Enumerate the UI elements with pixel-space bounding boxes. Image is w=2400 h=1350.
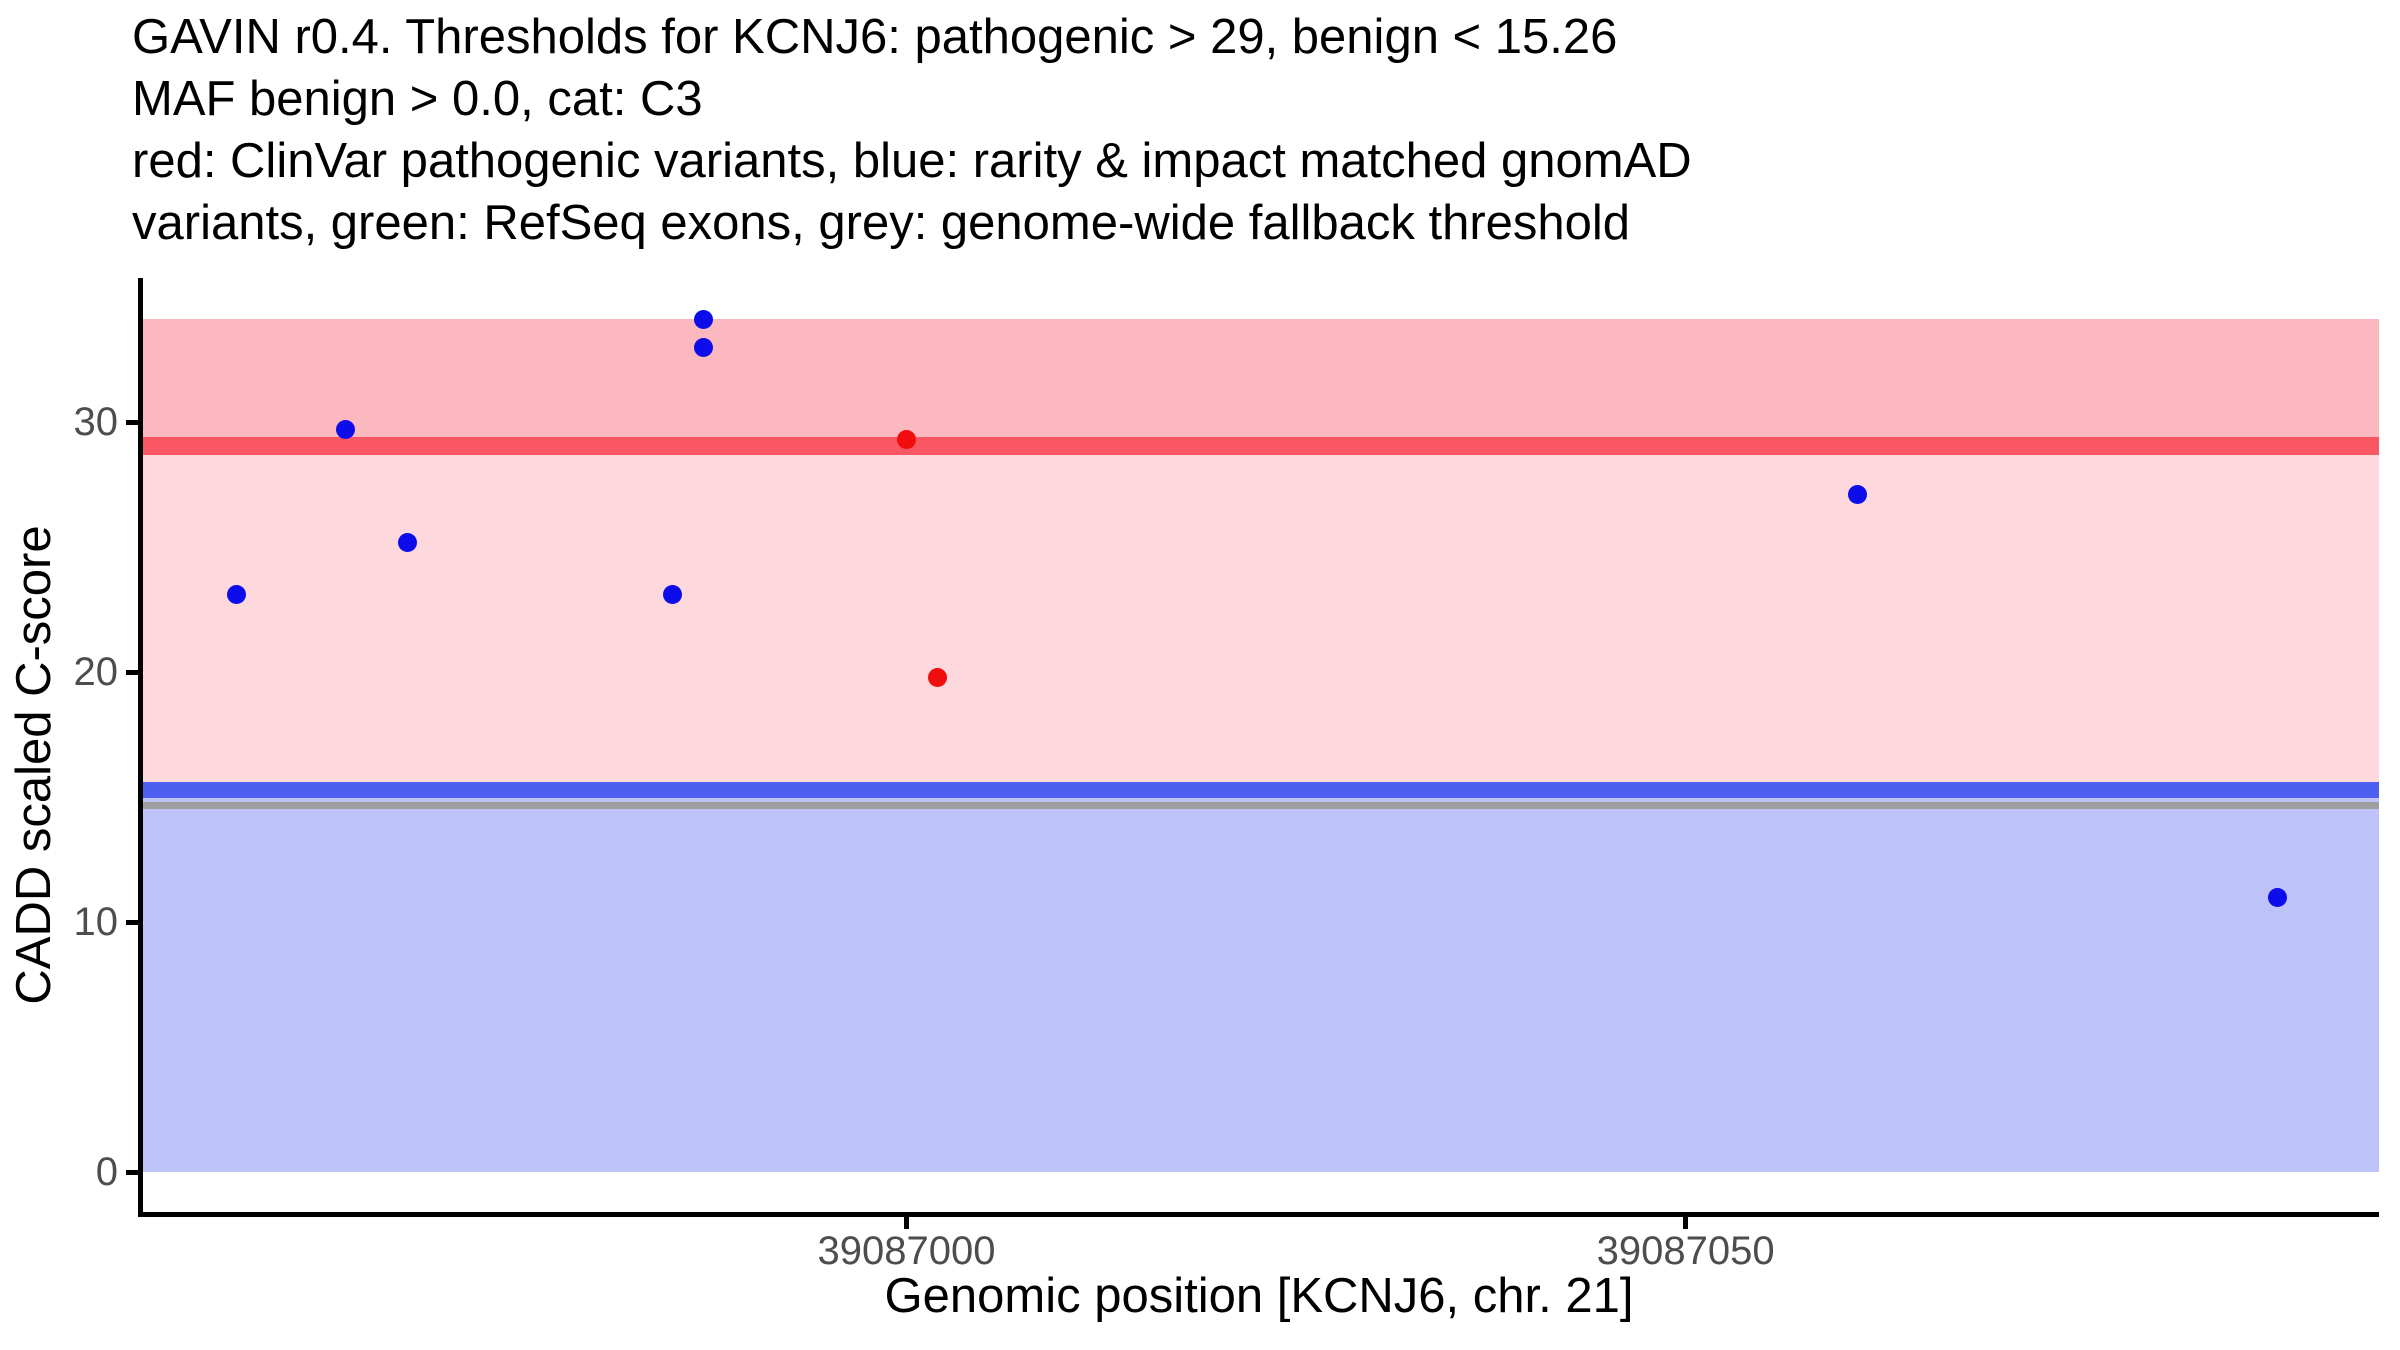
y-axis-line (138, 278, 143, 1217)
data-point-gnomad-matched (2268, 887, 2288, 907)
y-axis-tick-label: 0 (95, 1150, 118, 1194)
chart-title-line-4: variants, green: RefSeq exons, grey: gen… (132, 196, 1631, 250)
x-axis-line (138, 1212, 2379, 1217)
pathogenic-threshold-line (143, 437, 2379, 455)
data-point-gnomad-matched (663, 585, 683, 604)
data-point-gnomad-matched (694, 337, 714, 357)
benign-threshold-line (143, 782, 2379, 798)
y-axis-tick (126, 1169, 138, 1175)
data-point-gnomad-matched (336, 420, 356, 439)
data-point-clinvar-pathogenic (897, 430, 916, 449)
uncertain-region (143, 455, 2379, 782)
y-axis-tick-label: 10 (73, 900, 119, 944)
data-point-gnomad-matched (694, 310, 714, 329)
data-point-clinvar-pathogenic (928, 667, 948, 687)
x-axis-title: Genomic position [KCNJ6, chr. 21] (884, 1269, 1634, 1323)
x-axis-tick-label: 39087050 (1596, 1229, 1775, 1273)
data-point-gnomad-matched (1847, 485, 1867, 504)
x-axis-tick (904, 1217, 909, 1229)
x-axis-tick-label: 39087000 (817, 1229, 996, 1273)
chart-title-line-2: MAF benign > 0.0, cat: C3 (132, 72, 703, 126)
pathogenic-region (143, 319, 2379, 437)
y-axis-tick-label: 30 (73, 400, 119, 444)
y-axis-tick (126, 669, 138, 675)
y-axis-tick-label: 20 (73, 650, 119, 694)
data-point-gnomad-matched (226, 585, 246, 604)
chart-title: GAVIN r0.4. Thresholds for KCNJ6: pathog… (132, 6, 1692, 254)
chart-title-line-3: red: ClinVar pathogenic variants, blue: … (132, 134, 1692, 188)
benign-region (143, 798, 2379, 1172)
x-axis-tick (1683, 1217, 1689, 1229)
data-point-gnomad-matched (398, 532, 418, 552)
fallback-threshold-line (143, 802, 2379, 809)
chart-title-line-1: GAVIN r0.4. Thresholds for KCNJ6: pathog… (132, 10, 1618, 64)
y-axis-tick (126, 419, 138, 425)
y-axis-tick (126, 919, 138, 925)
y-axis-title: CADD scaled C-score (7, 525, 61, 1005)
